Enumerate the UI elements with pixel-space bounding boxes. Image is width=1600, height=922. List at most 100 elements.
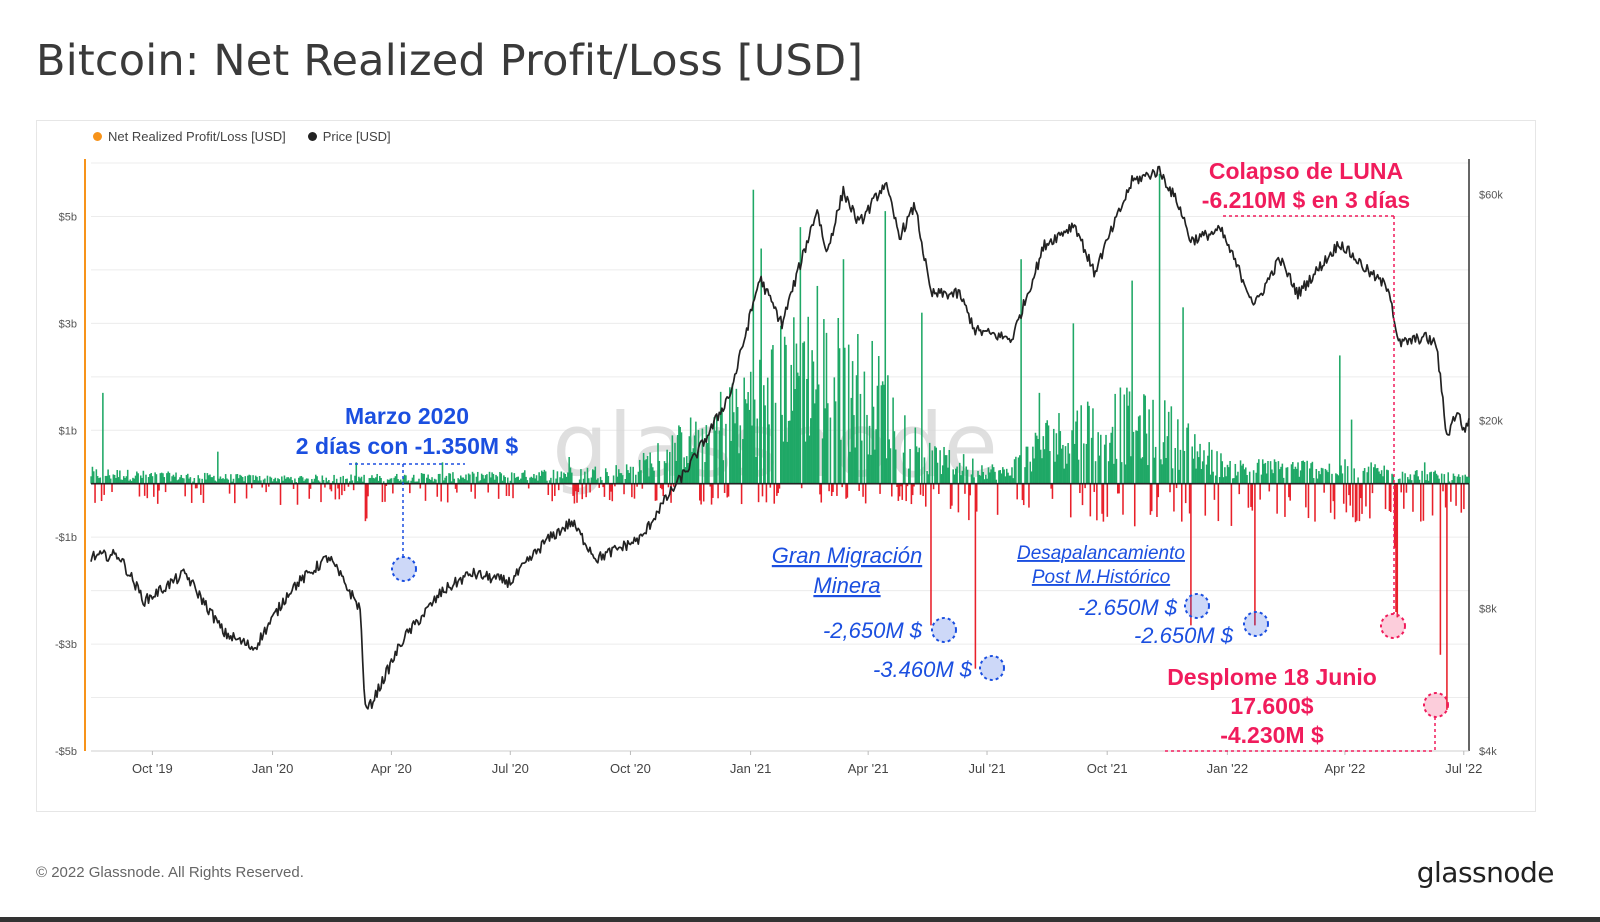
npl-bar-634 — [918, 447, 921, 484]
npl-bar-1053 — [1465, 476, 1468, 484]
npl-bar-141 — [274, 477, 277, 484]
npl-bar-383 — [590, 477, 593, 484]
npl-bar-358 — [557, 483, 560, 491]
npl-bar-689 — [990, 469, 992, 484]
npl-bar-217 — [373, 478, 376, 484]
npl-bar-542 — [798, 375, 800, 484]
npl-bar-160 — [299, 476, 301, 484]
npl-bar-156 — [294, 478, 296, 484]
npl-bar-373 — [577, 483, 580, 493]
npl-bar-605 — [880, 385, 883, 484]
npl-bar-23 — [120, 479, 122, 484]
npl-bar-94 — [213, 475, 215, 484]
npl-bar-1033 — [1439, 483, 1442, 655]
npl-bar-465 — [697, 430, 700, 484]
npl-bar-571 — [836, 483, 838, 496]
npl-bar-476 — [712, 483, 714, 498]
npl-bar-92 — [210, 477, 213, 484]
npl-bar-870 — [1226, 464, 1229, 484]
npl-bar-378 — [584, 471, 586, 484]
npl-bar-837 — [1183, 450, 1186, 484]
npl-bar-1 — [91, 466, 94, 484]
npl-bar-998 — [1393, 483, 1396, 548]
npl-bar-162 — [301, 477, 304, 484]
npl-bar-510 — [756, 418, 759, 484]
npl-bar-697 — [1000, 473, 1003, 484]
npl-bar-398 — [610, 483, 612, 492]
npl-bar-786 — [1116, 483, 1119, 494]
npl-bar-231 — [392, 483, 394, 494]
npl-bar-384 — [591, 469, 594, 484]
npl-bar-867 — [1222, 477, 1225, 484]
npl-bar-74 — [187, 473, 189, 484]
npl-bar-700 — [1004, 476, 1007, 484]
npl-bar-788 — [1119, 387, 1122, 484]
npl-bar-757 — [1079, 483, 1081, 494]
npl-bar-616 — [894, 449, 897, 484]
npl-bar-488 — [727, 483, 730, 497]
npl-bar-204 — [356, 481, 359, 484]
npl-bar-756 — [1077, 459, 1080, 484]
npl-bar-235 — [397, 479, 399, 484]
npl-bar-552 — [811, 350, 813, 484]
npl-bar-959 — [1342, 483, 1345, 504]
x-tick-label-2: Apr '20 — [371, 761, 412, 776]
npl-bar-683 — [982, 471, 985, 484]
npl-bar-784 — [1114, 393, 1116, 484]
npl-bar-279 — [454, 483, 457, 489]
npl-bar-336 — [529, 477, 531, 484]
legend-npl-dot-icon — [93, 132, 102, 141]
npl-bar-271 — [444, 477, 446, 484]
npl-bar-1037 — [1444, 483, 1447, 508]
npl-bar-614 — [892, 397, 894, 484]
npl-bar-721 — [1032, 446, 1034, 484]
npl-bar-723 — [1034, 432, 1037, 484]
npl-bar-917 — [1288, 483, 1290, 498]
npl-bar-530 — [782, 441, 785, 484]
npl-bar-56 — [163, 477, 166, 484]
npl-bar-260 — [429, 479, 432, 484]
npl-bar-140 — [273, 479, 275, 484]
npl-bar-889 — [1251, 483, 1254, 511]
npl-bar-898 — [1263, 463, 1265, 484]
npl-bar-607 — [883, 384, 885, 484]
npl-bar-475 — [710, 483, 713, 505]
npl-bar-572 — [837, 317, 840, 484]
npl-bar-573 — [838, 348, 841, 484]
npl-bar-346 — [542, 471, 544, 484]
npl-bar-642 — [928, 442, 931, 484]
npl-bar-589 — [859, 393, 862, 484]
npl-bar-1027 — [1431, 483, 1434, 516]
npl-bar-82 — [197, 475, 200, 484]
npl-bar-858 — [1211, 449, 1213, 484]
npl-bar-539 — [794, 389, 796, 484]
npl-bar-506 — [751, 425, 753, 484]
npl-bar-449 — [676, 435, 679, 484]
npl-bar-701 — [1005, 468, 1008, 484]
npl-bar-791 — [1123, 394, 1126, 484]
npl-bar-343 — [538, 472, 540, 484]
npl-bar-729 — [1042, 436, 1045, 484]
npl-bar-367 — [569, 467, 572, 484]
npl-bar-376 — [581, 483, 584, 500]
legend-item-npl[interactable]: Net Realized Profit/Loss [USD] — [93, 129, 286, 144]
npl-bar-159 — [298, 477, 300, 484]
npl-bar-925 — [1298, 476, 1301, 484]
npl-bar-128 — [257, 480, 260, 484]
npl-bar-463 — [695, 421, 697, 484]
npl-bar-177 — [321, 475, 324, 484]
npl-bar-593 — [864, 483, 867, 504]
npl-bar-961 — [1345, 483, 1348, 513]
npl-bar-856 — [1208, 442, 1210, 484]
legend-item-price[interactable]: Price [USD] — [307, 129, 391, 144]
npl-bar-626 — [908, 468, 910, 484]
npl-bar-402 — [615, 465, 617, 484]
npl-bar-628 — [910, 483, 913, 505]
npl-bar-924 — [1297, 462, 1299, 484]
npl-bar-252 — [419, 483, 422, 489]
npl-bar-386 — [594, 466, 597, 484]
npl-bar-236 — [398, 480, 401, 484]
footer-logo[interactable]: glassnode — [1416, 856, 1555, 889]
npl-bar-730 — [1043, 449, 1046, 484]
npl-bar-962 — [1346, 466, 1349, 484]
